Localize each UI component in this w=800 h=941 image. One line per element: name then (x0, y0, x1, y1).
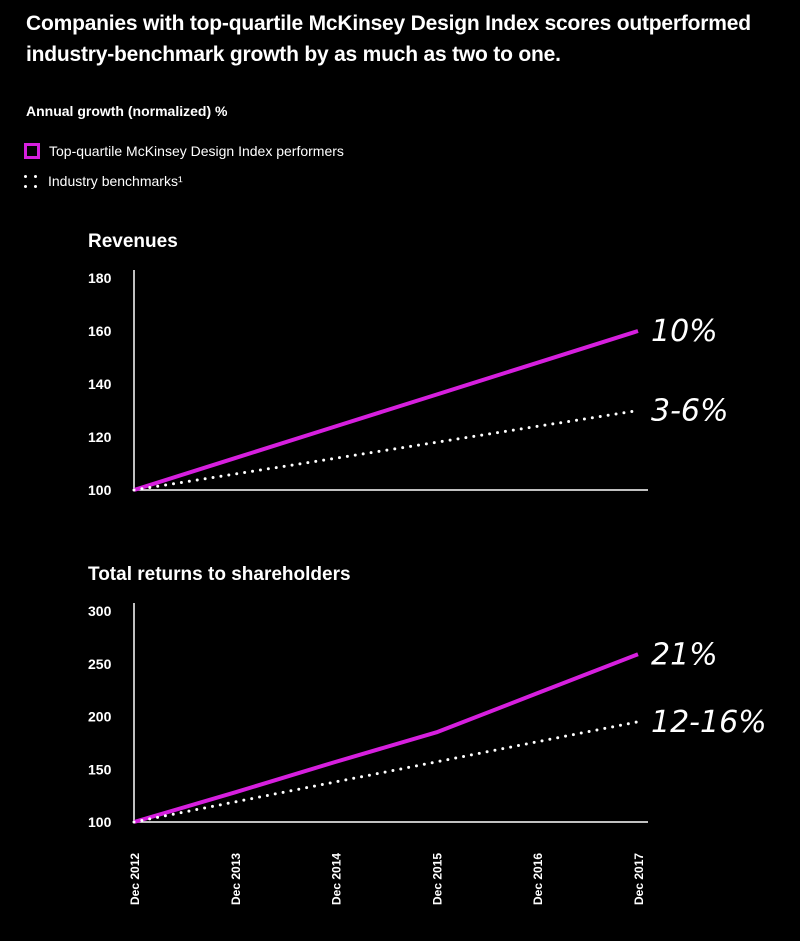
benchmark-line-0 (132, 409, 640, 492)
panel-title-0: Revenues (88, 231, 178, 252)
legend-swatch-dotted-icon (24, 174, 38, 188)
y-tick-label-0-3: 160 (88, 323, 112, 339)
end-label-1-0: 21% (651, 637, 718, 672)
end-label-0-0: 10% (651, 314, 718, 349)
x-tick-label-0: Dec 2012 (128, 853, 142, 905)
y-tick-label-1-0: 100 (88, 814, 112, 830)
legend-item-top-quartile: Top-quartile McKinsey Design Index perfo… (24, 140, 344, 162)
legend-swatch-solid-icon (24, 143, 40, 159)
benchmark-line-1 (132, 720, 640, 824)
top-quartile-line-1 (133, 652, 639, 824)
legend-label-benchmarks: Industry benchmarks¹ (48, 173, 183, 189)
panel-title-1: Total returns to shareholders (88, 564, 351, 585)
legend-label-top-quartile: Top-quartile McKinsey Design Index perfo… (49, 143, 344, 159)
legend: Top-quartile McKinsey Design Index perfo… (24, 140, 344, 200)
x-tick-label-5: Dec 2017 (632, 853, 646, 905)
y-tick-label-1-3: 250 (88, 656, 112, 672)
y-tick-label-0-4: 180 (88, 270, 112, 286)
x-tick-label-4: Dec 2016 (531, 853, 545, 905)
chart-subtitle: Annual growth (normalized) % (26, 103, 228, 119)
chart-headline: Companies with top-quartile McKinsey Des… (26, 12, 751, 66)
top-quartile-line-0 (133, 329, 639, 492)
end-label-0-1: 3-6% (651, 394, 729, 429)
y-tick-label-0-2: 140 (88, 376, 112, 392)
legend-item-benchmarks: Industry benchmarks¹ (24, 170, 344, 192)
x-tick-label-3: Dec 2015 (430, 853, 444, 905)
y-tick-label-1-2: 200 (88, 709, 112, 725)
y-tick-label-1-1: 150 (88, 761, 112, 777)
x-tick-label-2: Dec 2014 (330, 853, 344, 905)
y-tick-label-1-4: 300 (88, 603, 112, 619)
y-tick-label-0-0: 100 (88, 482, 112, 498)
y-tick-label-0-1: 120 (88, 429, 112, 445)
end-label-1-1: 12-16% (651, 705, 767, 740)
x-tick-label-1: Dec 2013 (229, 853, 243, 905)
